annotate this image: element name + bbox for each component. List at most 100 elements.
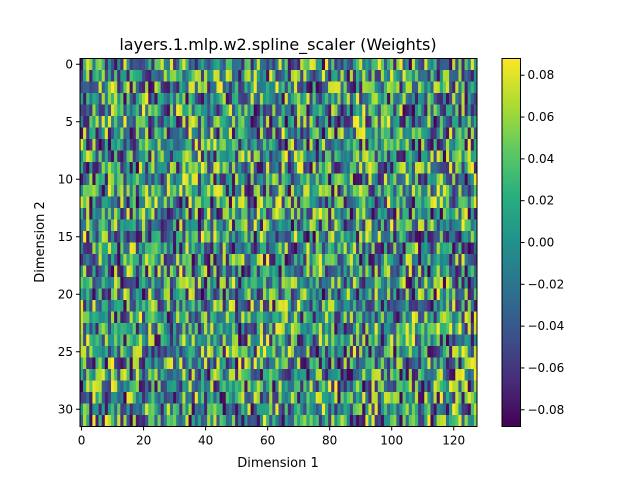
heatmap-cell <box>380 70 385 82</box>
heatmap-cell <box>80 231 84 243</box>
heatmap-cell <box>340 265 344 278</box>
heatmap-cell <box>362 242 366 255</box>
heatmap-cell <box>148 334 152 347</box>
heatmap-cell <box>411 311 416 324</box>
heatmap-cell <box>452 288 456 301</box>
heatmap-cell <box>98 93 102 105</box>
heatmap-cell <box>436 357 441 370</box>
heatmap-cell <box>126 265 130 278</box>
heatmap-cell <box>244 162 248 174</box>
heatmap-cell <box>439 242 444 255</box>
heatmap-cell <box>98 334 102 347</box>
heatmap-cell <box>359 346 363 358</box>
heatmap-cell <box>449 208 453 220</box>
heatmap-cell <box>142 403 146 416</box>
heatmap-cell <box>262 323 267 335</box>
heatmap-cell <box>83 346 87 358</box>
heatmap-cell <box>210 208 214 220</box>
heatmap-cell <box>222 254 227 266</box>
heatmap-cell <box>269 208 273 220</box>
heatmap-cell <box>318 403 323 416</box>
heatmap-cell <box>101 139 106 151</box>
heatmap-cell <box>83 81 87 94</box>
heatmap-cell <box>318 254 323 266</box>
heatmap-cell <box>414 254 419 266</box>
heatmap-cell <box>306 265 310 278</box>
heatmap-cell <box>421 300 425 312</box>
heatmap-cell <box>173 369 177 381</box>
heatmap-cell <box>473 70 478 82</box>
heatmap-cell <box>142 81 146 94</box>
heatmap-cell <box>86 265 90 278</box>
heatmap-cell <box>145 104 149 117</box>
heatmap-cell <box>418 231 422 243</box>
heatmap-cell <box>111 392 115 404</box>
heatmap-cell <box>89 185 93 197</box>
heatmap-cell <box>219 70 223 82</box>
heatmap-cell <box>210 127 214 140</box>
heatmap-cell <box>321 162 326 174</box>
heatmap-cell <box>365 242 369 255</box>
heatmap-cell <box>377 104 382 117</box>
heatmap-cell <box>290 104 295 117</box>
heatmap-cell <box>325 104 329 117</box>
heatmap-cell <box>318 185 323 197</box>
heatmap-cell <box>204 93 208 105</box>
heatmap-cell <box>287 116 292 128</box>
heatmap-cell <box>365 265 369 278</box>
heatmap-cell <box>359 93 363 105</box>
heatmap-cell <box>300 231 304 243</box>
heatmap-cell <box>346 116 351 128</box>
heatmap-cell <box>433 254 437 266</box>
heatmap-cell <box>393 231 397 243</box>
heatmap-cell <box>362 93 366 105</box>
heatmap-cell <box>368 392 372 404</box>
heatmap-cell <box>126 357 130 370</box>
heatmap-cell <box>222 334 227 347</box>
heatmap-cell <box>433 127 437 140</box>
heatmap-cell <box>405 162 410 174</box>
heatmap-cell <box>464 300 468 312</box>
heatmap-cell <box>191 196 196 209</box>
heatmap-cell <box>321 70 326 82</box>
heatmap-cell <box>160 70 164 82</box>
heatmap-cell <box>399 346 403 358</box>
heatmap-cell <box>241 139 245 151</box>
heatmap-cell <box>191 81 196 94</box>
heatmap-cell <box>83 277 87 289</box>
heatmap-cell <box>228 288 233 301</box>
heatmap-cell <box>256 93 261 105</box>
heatmap-cell <box>266 185 270 197</box>
heatmap-cell <box>253 300 258 312</box>
heatmap-cell <box>427 162 431 174</box>
heatmap-cell <box>297 369 301 381</box>
heatmap-cell <box>430 323 434 335</box>
heatmap-cell <box>455 392 459 404</box>
heatmap-cell <box>352 81 357 94</box>
heatmap-cell <box>173 300 177 312</box>
heatmap-cell <box>467 127 472 140</box>
heatmap-cell <box>377 254 382 266</box>
heatmap-cell <box>418 150 422 163</box>
heatmap-cell <box>467 173 472 186</box>
heatmap-cell <box>396 150 400 163</box>
heatmap-cell <box>163 231 168 243</box>
heatmap-cell <box>356 81 360 94</box>
heatmap-cell <box>427 231 431 243</box>
heatmap-cell <box>176 196 180 209</box>
heatmap-cell <box>235 392 239 404</box>
heatmap-cell <box>402 380 406 393</box>
heatmap-cell <box>356 58 360 71</box>
heatmap-cell <box>179 265 183 278</box>
colorbar <box>501 58 521 427</box>
heatmap-cell <box>120 242 124 255</box>
heatmap-cell <box>297 81 301 94</box>
heatmap-cell <box>145 254 149 266</box>
heatmap-cell <box>107 162 112 174</box>
heatmap-cell <box>101 415 106 427</box>
heatmap-cell <box>455 116 459 128</box>
heatmap-cell <box>346 127 351 140</box>
heatmap-cell <box>377 334 382 347</box>
heatmap-cell <box>430 139 434 151</box>
heatmap-cell <box>371 346 375 358</box>
